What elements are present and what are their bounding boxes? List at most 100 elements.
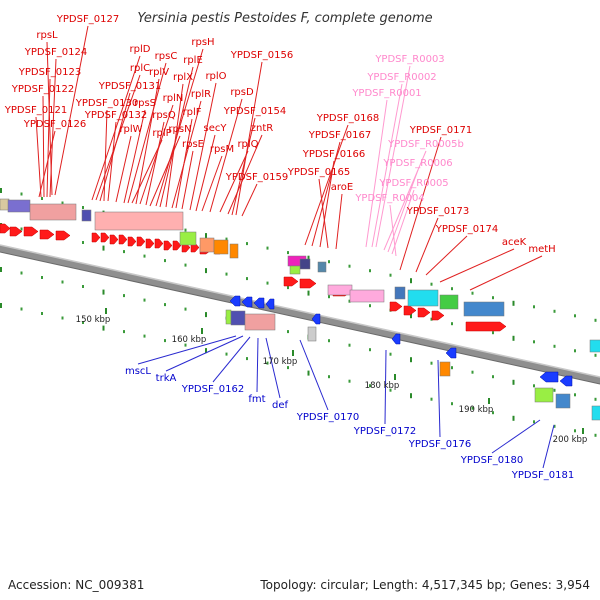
leader-rpsh — [155, 48, 204, 207]
label-ypdsf-0154: YPDSF_0154 — [223, 106, 286, 117]
gene-box — [439, 294, 459, 310]
gene-box — [407, 289, 439, 307]
label-mscl: mscL — [125, 366, 151, 377]
track-dot — [451, 322, 453, 326]
gene-box — [7, 199, 31, 213]
leader-def — [265, 337, 281, 399]
label-meth: metH — [528, 244, 555, 255]
scale-tick-mark — [582, 428, 584, 434]
track-dot — [287, 286, 289, 290]
label-rplx: rplX — [173, 72, 193, 83]
track-dot — [451, 366, 453, 370]
track-dot — [348, 264, 351, 268]
label-rplv: rplV — [149, 67, 169, 78]
label-secy: secY — [204, 123, 228, 134]
forward-gene-arrow — [163, 240, 173, 251]
scale-tick-200-kbp: 200 kbp — [553, 435, 588, 445]
label-rplr: rplR — [191, 89, 211, 100]
gene-features — [0, 198, 600, 421]
track-dot — [287, 366, 289, 370]
gene-box — [229, 243, 239, 259]
reverse-gene-arrow — [445, 347, 457, 359]
track-dot — [594, 353, 597, 357]
track-dot — [410, 278, 412, 284]
leader-ypdsf-0166 — [319, 160, 335, 248]
track-dot — [205, 268, 207, 274]
track-dot — [287, 251, 289, 255]
track-dot — [0, 267, 2, 272]
label-ypdsf-0165: YPDSF_0165 — [287, 167, 350, 178]
leader-ypdsf-r0006 — [387, 169, 419, 253]
track-dot — [471, 406, 474, 410]
label-ypdsf-0126: YPDSF_0126 — [23, 119, 86, 130]
leader-trka — [165, 335, 244, 372]
track-dot — [451, 402, 453, 406]
forward-gene-arrow — [100, 232, 110, 243]
track-dot — [594, 397, 597, 401]
leader-ypdsf-0165 — [318, 178, 329, 249]
leader-ypdsf-r0005b — [383, 150, 427, 251]
leader-ypdsf-0170 — [299, 339, 329, 411]
leader-rpsq — [145, 121, 165, 206]
forward-gene-arrow — [299, 278, 317, 289]
label-rpsl: rpsL — [36, 30, 58, 41]
track-dot — [328, 260, 330, 264]
track-dot — [41, 276, 43, 279]
track-dot — [389, 388, 392, 392]
track-dot — [410, 313, 412, 319]
gene-box — [534, 387, 554, 403]
track-dot — [307, 290, 310, 296]
track-dot — [102, 245, 105, 251]
label-ypdsf-0171: YPDSF_0171 — [409, 125, 472, 136]
label-ypdsf-0170: YPDSF_0170 — [296, 412, 359, 423]
label-ypdsf-0174: YPDSF_0174 — [435, 224, 498, 235]
leader-rpsd — [209, 98, 243, 213]
leader-ypdsf-r0003 — [375, 65, 411, 248]
track-dot — [574, 314, 576, 318]
track-dot — [20, 192, 23, 196]
forward-gene-arrow — [109, 234, 119, 245]
label-rpss: rpsS — [134, 98, 156, 109]
label-ypdsf-0159: YPDSF_0159 — [225, 172, 288, 183]
gene-box — [29, 203, 77, 221]
leader-rple — [159, 66, 194, 208]
reverse-gene-arrow — [539, 371, 559, 383]
label-ypdsf-0130: YPDSF_0130 — [75, 98, 138, 109]
gene-box — [394, 286, 406, 300]
label-ypdsf-0156: YPDSF_0156 — [230, 50, 293, 61]
leader-rplv — [135, 78, 160, 205]
gene-box — [307, 326, 317, 342]
label-rplc: rplC — [130, 63, 150, 74]
accession-text: Accession: NC_009381 — [8, 578, 145, 592]
leader-ypdsf-0162 — [212, 336, 251, 383]
forward-gene-arrow — [23, 226, 39, 237]
track-dot — [533, 384, 535, 388]
leader-ypdsf-0121 — [35, 116, 42, 198]
leader-rplp — [131, 139, 163, 204]
scale-tick-190-kbp: 190 kbp — [459, 405, 494, 415]
leader-rpse — [181, 150, 194, 210]
leader-ypdsf-0180 — [491, 419, 541, 454]
forward-gene-arrow — [118, 234, 128, 245]
track-dot — [594, 433, 597, 437]
label-zntr: zntR — [251, 123, 274, 134]
leader-ypdsf-r0001 — [365, 99, 388, 248]
track-dot — [123, 330, 125, 334]
label-ypdsf-0122: YPDSF_0122 — [11, 84, 74, 95]
forward-gene-arrow — [145, 238, 155, 249]
track-dot — [287, 330, 289, 334]
track-dot — [574, 349, 576, 353]
label-rple: rplE — [183, 55, 203, 66]
leader-ypdsf-r0004 — [389, 204, 397, 257]
forward-gene-arrow — [172, 240, 182, 251]
leader-ypdsf-0173 — [415, 217, 439, 273]
label-ypdsf-0127: YPDSF_0127 — [56, 14, 119, 25]
track-dot — [512, 379, 515, 385]
track-dot — [102, 325, 105, 331]
track-dot — [553, 388, 556, 392]
label-rpsn: rpsN — [168, 124, 191, 135]
label-aroe: aroE — [331, 182, 353, 193]
leader-rpsc — [127, 62, 167, 204]
track-dot — [553, 424, 556, 428]
label-rpsd: rpsD — [230, 87, 254, 98]
